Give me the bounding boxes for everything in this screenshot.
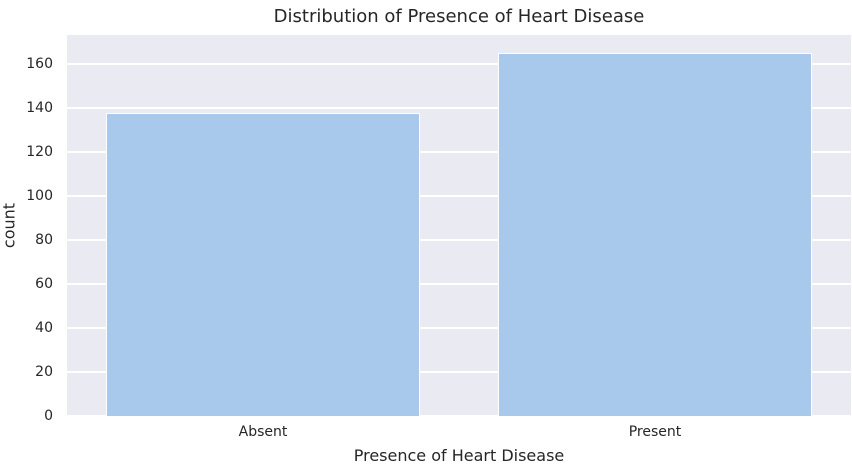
gridline-y-80 <box>67 239 851 242</box>
x-tick-label-present: Present <box>628 424 682 440</box>
y-tick-label-160: 160 <box>26 56 53 73</box>
gridline-y-20 <box>67 371 851 374</box>
y-tick-label-60: 60 <box>35 276 53 293</box>
y-tick-label-120: 120 <box>26 144 53 161</box>
y-axis-ticks: 0 20 40 60 80 100 120 140 160 <box>0 35 60 424</box>
y-tick-label-0: 0 <box>44 408 53 424</box>
gridline-y-140 <box>67 107 851 110</box>
x-axis-label: Presence of Heart Disease <box>353 446 565 465</box>
gridline-y-160 <box>67 63 851 66</box>
y-tick-label-100: 100 <box>26 188 53 205</box>
y-tick-label-80: 80 <box>35 232 53 249</box>
bar-present <box>498 53 812 416</box>
gridline-y-60 <box>67 283 851 286</box>
x-axis-ticks: Absent Present <box>67 424 851 442</box>
bar-absent <box>106 112 420 416</box>
y-tick-label-20: 20 <box>35 364 53 381</box>
gridline-y-100 <box>67 195 851 198</box>
gridline-y-40 <box>67 327 851 330</box>
plot-area <box>67 35 851 417</box>
y-tick-label-140: 140 <box>26 100 53 117</box>
gridline-y-120 <box>67 151 851 154</box>
chart-title: Distribution of Presence of Heart Diseas… <box>273 6 645 27</box>
gridline-y-0 <box>67 415 851 417</box>
x-tick-label-absent: Absent <box>238 424 288 440</box>
y-tick-label-40: 40 <box>35 320 53 337</box>
